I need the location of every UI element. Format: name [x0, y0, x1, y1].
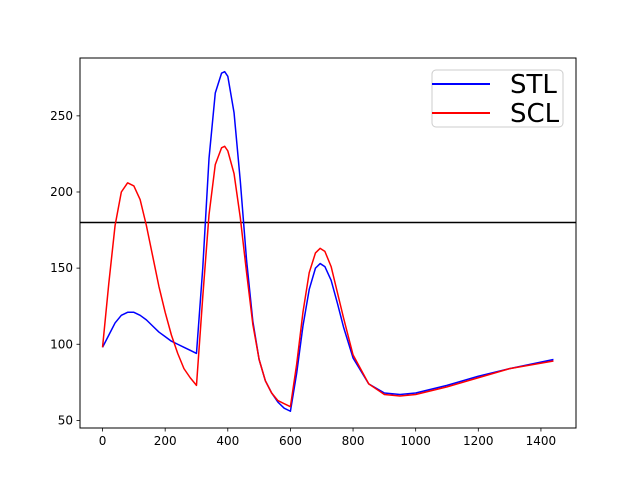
plot-area — [80, 70, 576, 412]
series-line-stl — [101, 70, 554, 412]
x-tick-label: 1400 — [526, 434, 557, 448]
legend: STL SCL — [431, 69, 564, 129]
x-tick-label: 1000 — [400, 434, 431, 448]
y-tick-label: 50 — [58, 413, 73, 427]
x-tick-label: 600 — [279, 434, 302, 448]
y-tick-label: 100 — [50, 337, 73, 351]
axes-frame — [79, 57, 577, 429]
x-tick-label: 800 — [342, 434, 365, 448]
series-line-scl — [101, 145, 554, 408]
y-tick-label: 250 — [50, 109, 73, 123]
legend-label-stl: STL — [510, 70, 557, 100]
x-tick-label: 0 — [99, 434, 107, 448]
y-tick-label: 200 — [50, 185, 73, 199]
x-tick-label: 200 — [154, 434, 177, 448]
y-axis: 50 100 150 200 250 — [50, 109, 80, 427]
legend-label-scl: SCL — [510, 99, 560, 129]
x-tick-label: 400 — [216, 434, 239, 448]
x-tick-label: 1200 — [463, 434, 494, 448]
y-tick-label: 150 — [50, 261, 73, 275]
x-axis: 0 200 400 600 800 1000 1200 1400 — [99, 428, 556, 448]
